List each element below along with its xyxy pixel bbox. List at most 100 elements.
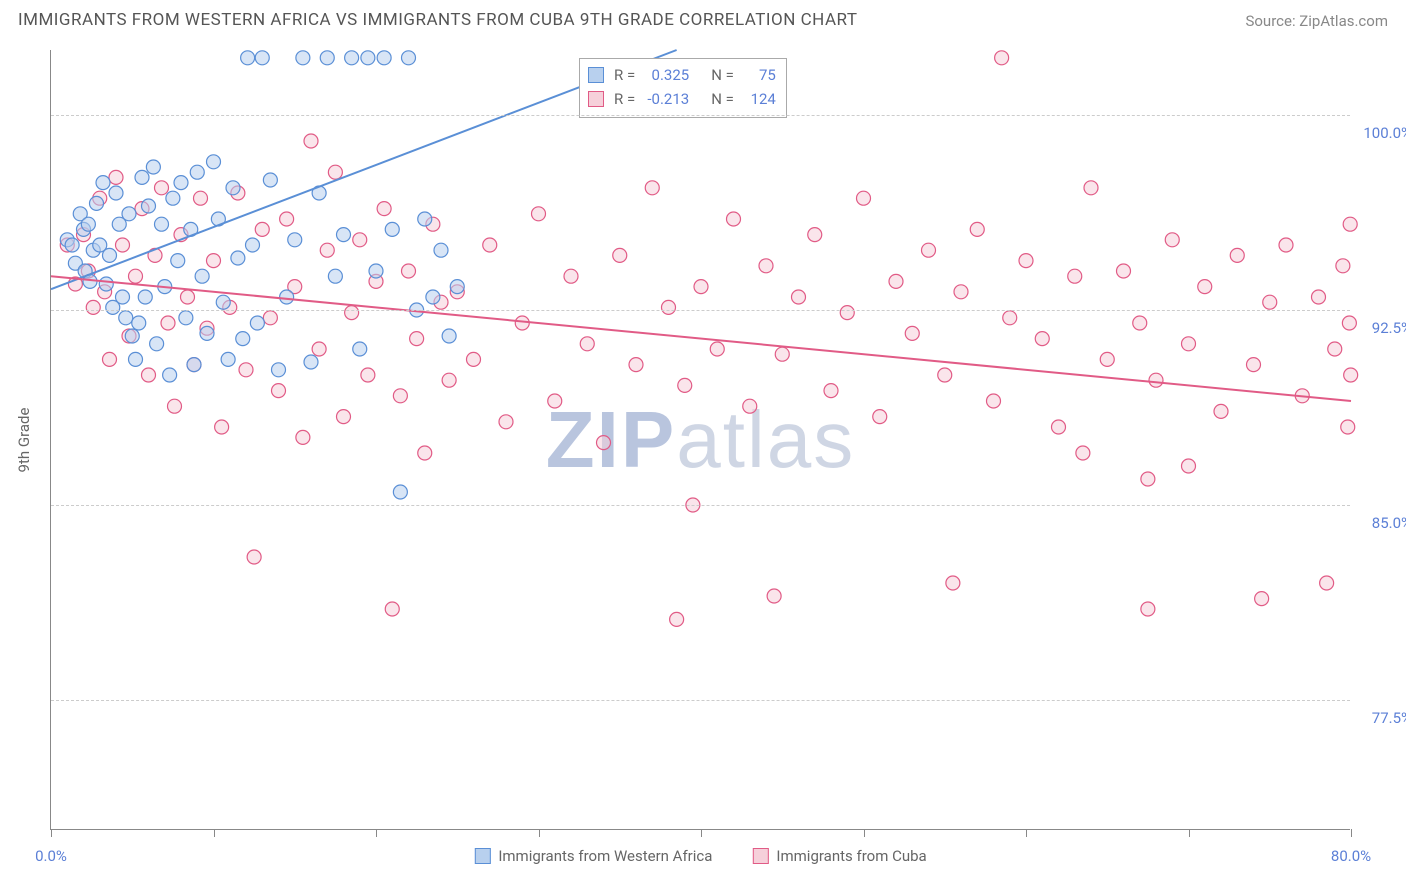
data-point: [86, 300, 100, 314]
legend-item: Immigrants from Western Africa: [474, 847, 712, 865]
correlation-row: R =-0.213N =124: [588, 87, 776, 111]
data-point: [320, 51, 334, 65]
data-point: [161, 316, 175, 330]
r-value: 0.325: [645, 66, 689, 84]
x-tick: [864, 829, 865, 837]
data-point: [263, 173, 277, 187]
grid-line: [51, 115, 1350, 116]
grid-line: [51, 505, 1350, 506]
x-axis-min-label: 0.0%: [35, 847, 67, 865]
data-point: [889, 274, 903, 288]
data-point: [187, 358, 201, 372]
data-point: [1320, 576, 1334, 590]
data-point: [255, 222, 269, 236]
data-point: [103, 352, 117, 366]
n-label: N =: [711, 66, 734, 84]
data-point: [155, 217, 169, 231]
data-point: [1182, 337, 1196, 351]
y-tick-label: 85.0%: [1356, 514, 1406, 532]
legend-swatch: [474, 848, 490, 864]
data-point: [246, 238, 260, 252]
data-point: [377, 202, 391, 216]
data-point: [181, 290, 195, 304]
legend-label: Immigrants from Western Africa: [498, 847, 712, 865]
legend-swatch: [588, 91, 604, 107]
data-point: [122, 207, 136, 221]
data-point: [857, 191, 871, 205]
data-point: [393, 389, 407, 403]
n-value: 75: [744, 66, 776, 84]
data-point: [759, 259, 773, 273]
data-point: [418, 446, 432, 460]
data-point: [1342, 316, 1356, 330]
data-point: [1052, 420, 1066, 434]
data-point: [96, 176, 110, 190]
data-point: [678, 378, 692, 392]
data-point: [142, 368, 156, 382]
data-point: [1141, 472, 1155, 486]
data-point: [207, 155, 221, 169]
x-tick: [701, 829, 702, 837]
legend-swatch: [752, 848, 768, 864]
x-tick: [1026, 829, 1027, 837]
data-point: [1076, 446, 1090, 460]
y-tick-label: 100.0%: [1356, 124, 1406, 142]
data-point: [255, 51, 269, 65]
data-point: [81, 217, 95, 231]
data-point: [840, 306, 854, 320]
plot-area: ZIPatlas R =0.325N =75R =-0.213N =124 Im…: [50, 50, 1350, 830]
chart-container: IMMIGRANTS FROM WESTERN AFRICA VS IMMIGR…: [0, 0, 1406, 892]
data-point: [216, 295, 230, 309]
data-point: [171, 254, 185, 268]
data-point: [792, 290, 806, 304]
data-point: [1247, 358, 1261, 372]
data-point: [515, 316, 529, 330]
data-point: [442, 373, 456, 387]
x-axis-max-label: 80.0%: [1331, 847, 1371, 865]
x-tick: [214, 829, 215, 837]
data-point: [1343, 217, 1357, 231]
grid-line: [51, 700, 1350, 701]
data-point: [345, 306, 359, 320]
data-point: [353, 342, 367, 356]
data-point: [1336, 259, 1350, 273]
data-point: [808, 228, 822, 242]
data-point: [168, 399, 182, 413]
data-point: [200, 326, 214, 340]
data-point: [215, 420, 229, 434]
data-point: [426, 290, 440, 304]
data-point: [442, 329, 456, 343]
data-point: [1003, 311, 1017, 325]
data-point: [142, 199, 156, 213]
data-point: [393, 485, 407, 499]
data-point: [99, 277, 113, 291]
data-point: [597, 436, 611, 450]
data-point: [450, 280, 464, 294]
data-point: [369, 264, 383, 278]
data-point: [361, 51, 375, 65]
data-point: [195, 269, 209, 283]
data-point: [402, 51, 416, 65]
data-point: [987, 394, 1001, 408]
data-point: [231, 251, 245, 265]
legend-item: Immigrants from Cuba: [752, 847, 926, 865]
data-point: [1230, 248, 1244, 262]
x-tick: [1189, 829, 1190, 837]
source-attribution: Source: ZipAtlas.com: [1245, 12, 1388, 30]
data-point: [483, 238, 497, 252]
data-point: [328, 165, 342, 179]
data-point: [1341, 420, 1355, 434]
data-point: [775, 347, 789, 361]
data-point: [337, 228, 351, 242]
data-point: [499, 415, 513, 429]
data-point: [116, 238, 130, 252]
data-point: [970, 222, 984, 236]
data-point: [467, 352, 481, 366]
data-point: [312, 342, 326, 356]
data-point: [1117, 264, 1131, 278]
n-value: 124: [744, 90, 776, 108]
data-point: [946, 576, 960, 590]
data-point: [132, 316, 146, 330]
data-point: [1084, 181, 1098, 195]
data-point: [109, 186, 123, 200]
